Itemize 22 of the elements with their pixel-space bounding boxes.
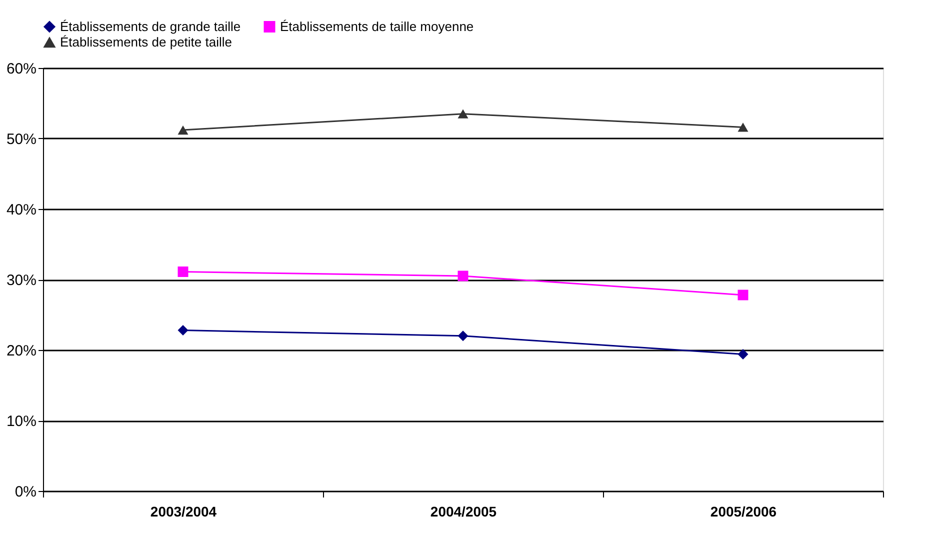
legend-label: Établissements de taille moyenne [280, 18, 474, 34]
point [178, 325, 188, 336]
y-tick-label: 30% [6, 272, 36, 289]
point [738, 122, 748, 132]
y-tick-label: 0% [14, 484, 36, 500]
point [738, 348, 748, 360]
point [178, 266, 188, 277]
legend-label: Établissements de grande taille [60, 18, 241, 34]
point [738, 290, 748, 300]
y-tick-label: 60% [6, 60, 36, 78]
x-tick-label: 2005/2006 [710, 504, 777, 520]
point [458, 330, 468, 342]
legend-label: Établissements de petite taille [60, 34, 232, 50]
point [458, 270, 468, 282]
point [178, 126, 188, 135]
x-tick-label: 2004/2005 [430, 504, 497, 520]
y-tick-label: 40% [6, 202, 36, 218]
y-tick-label: 10% [6, 413, 36, 430]
y-tick-label: 50% [6, 131, 36, 148]
y-tick-label: 20% [6, 342, 36, 360]
x-tick-label: 2003/2004 [150, 504, 217, 520]
point [458, 109, 468, 118]
